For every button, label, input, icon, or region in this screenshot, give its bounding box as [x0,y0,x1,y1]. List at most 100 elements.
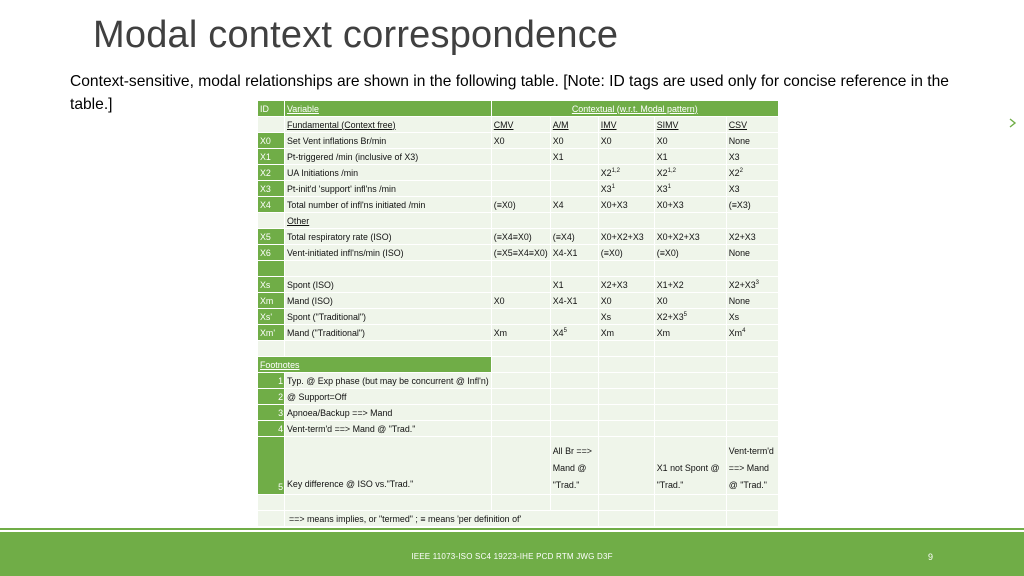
table-row: Xm Mand (ISO) X0 X4-X1 X0 X0 None [257,292,779,309]
table-cell [653,260,727,277]
cell-csv: (≡X3) [725,196,779,213]
row-id: X6 [257,244,285,261]
cell-simv: X1 [653,148,727,165]
mode-header-am: A/M [549,116,599,133]
table-row: X0 Set Vent inflations Br/min X0 X0 X0 X… [257,132,779,149]
footnote-ref: 3 [755,279,760,286]
table-cell [549,260,599,277]
table-cell [257,116,285,133]
cell-am: X4 [549,196,599,213]
table-cell [725,420,779,437]
cell-cmv: Xm [490,324,551,341]
footnote-text: Typ. @ Exp phase (but may be concurrent … [284,372,492,389]
row-id: Xs' [257,308,285,325]
row-id: X4 [257,196,285,213]
table-cell [597,420,655,437]
table-cell [490,436,551,495]
cell-am [549,308,599,325]
footnote-number: 2 [257,388,285,405]
table-cell [597,388,655,405]
row-variable: Mand (ISO) [284,292,492,309]
cell-am: X0 [549,132,599,149]
cell-cmv: X0 [490,132,551,149]
footnote-text: Apnoea/Backup ==> Mand [284,404,492,421]
slide-title: Modal context correspondence [93,14,619,56]
table-row: X5 Total respiratory rate (ISO) (≡X4≡X0)… [257,228,779,245]
cell-imv: (≡X0) [597,244,655,261]
cell-imv: Xm [597,324,655,341]
footer-text: IEEE 11073-ISO SC4 19223-IHE PCD RTM JWG… [411,552,613,561]
cell-cmv: (≡X0) [490,196,551,213]
cell-am [549,164,599,181]
table-cell [549,372,599,389]
section-label-fundamental: Fundamental (Context free) [284,116,492,133]
table-cell [490,388,551,405]
cell-simv: Xm [653,324,727,341]
cell-cmv [490,148,551,165]
row-variable: Mand ("Traditional") [284,324,492,341]
row-variable: Pt-init'd 'support' infl'ns /min [284,180,492,197]
cell-csv: None [725,244,779,261]
cell-csv: None [725,132,779,149]
cell-am: X4-X1 [549,292,599,309]
table-cell [597,372,655,389]
cell-imv: X0+X2+X3 [597,228,655,245]
cell-value: Xm [728,327,743,338]
mode-header-cmv: CMV [490,116,551,133]
modal-context-table-container: ID Variable Contextual (w.r.t. Modal pat… [257,100,779,527]
cell-csv: None [725,292,779,309]
table-cell [284,494,492,511]
mode-header-imv: IMV [597,116,655,133]
footnote-number: 5 [257,436,285,495]
cell-am [549,180,599,197]
row-id [257,260,285,277]
table-row-blank [257,494,779,511]
table-cell [597,404,655,421]
cell-csv: X22 [725,164,779,181]
cell-simv: X0 [653,292,727,309]
table-cell [549,420,599,437]
table-cell [490,356,551,373]
cell-csv: X2+X3 [725,228,779,245]
table-row-other: Other [257,212,779,229]
table-row: X6 Vent-initiated infl'ns/min (ISO) (≡X5… [257,244,779,261]
table-cell [597,356,655,373]
footnote-number: 4 [257,420,285,437]
cell-imv [597,148,655,165]
cell-csv: Xs [725,308,779,325]
table-cell [549,494,599,511]
footer-bar [0,532,1024,576]
row-id: Xm [257,292,285,309]
table-cell [490,404,551,421]
cell-value: X2 [600,167,612,178]
row-variable: Spont ("Traditional") [284,308,492,325]
table-cell [725,372,779,389]
footnote-ref: 1,2 [611,167,620,174]
table-cell [490,340,551,357]
table-cell [597,494,655,511]
table-cell [725,356,779,373]
row-variable: UA Initiations /min [284,164,492,181]
cell-am: X1 [549,276,599,293]
row-id: X3 [257,180,285,197]
cell-simv: X2+X35 [653,308,727,325]
footnote-ref: 1,2 [667,167,676,174]
cell-cmv [490,180,551,197]
footnote-number: 3 [257,404,285,421]
cell-value: X4 [552,327,564,338]
footnote-5-simv: X1 not Spont @ "Trad." [653,436,727,495]
cell-imv: X0 [597,132,655,149]
table-row: X4 Total number of infl'ns initiated /mi… [257,196,779,213]
footnote-ref: 1 [667,183,671,190]
modal-context-table: ID Variable Contextual (w.r.t. Modal pat… [257,100,779,527]
table-cell [257,510,285,527]
legend-row: ==> means implies, or "termed" ; ≡ means… [257,510,779,527]
table-cell [725,340,779,357]
table-cell [653,404,727,421]
col-header-id: ID [257,100,285,117]
cell-value: X2+X3 [656,311,684,322]
footnote-row-5: 5 Key difference @ ISO vs."Trad." All Br… [257,436,779,495]
mode-header-csv: CSV [725,116,779,133]
row-id: X0 [257,132,285,149]
table-row: X3 Pt-init'd 'support' infl'ns /min X31 … [257,180,779,197]
